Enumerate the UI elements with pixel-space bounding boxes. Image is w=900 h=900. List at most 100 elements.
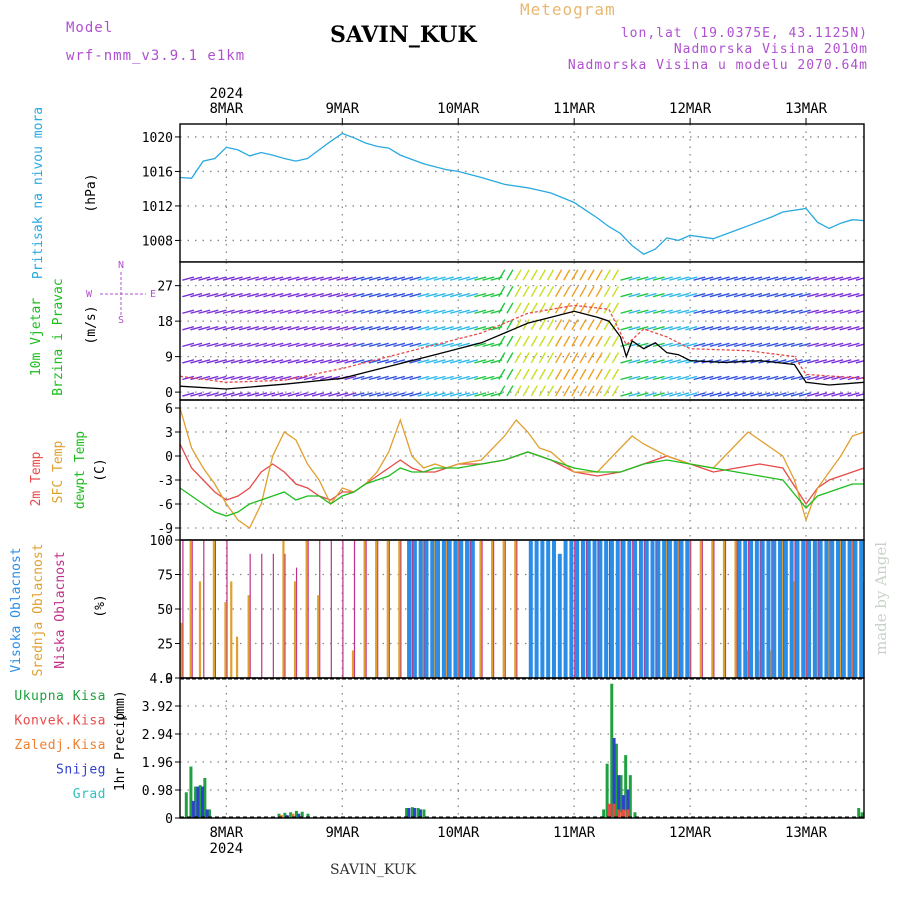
wind-barb xyxy=(717,309,730,314)
cloud-bar-low xyxy=(330,540,332,678)
precip-bar-conv xyxy=(621,809,625,818)
cloud-bar-low xyxy=(655,540,657,678)
wind-barb xyxy=(815,359,828,364)
wind-barb xyxy=(750,276,763,281)
wind-barb xyxy=(328,309,341,314)
wind-barb xyxy=(660,292,673,298)
cloud-bar-mid xyxy=(514,540,517,678)
wind-barb xyxy=(514,385,522,397)
wind-barb xyxy=(831,309,844,314)
wind-barb xyxy=(287,342,300,348)
wind-barb xyxy=(798,309,811,314)
wind-barb xyxy=(433,309,446,314)
x-tick-label-bottom: 9MAR xyxy=(325,825,359,841)
wind-barb xyxy=(725,375,738,381)
wind-barb xyxy=(855,343,864,348)
precip-bar-total xyxy=(198,785,202,818)
wind-barb xyxy=(831,359,844,364)
wind-barb xyxy=(636,292,649,298)
wind-barb xyxy=(433,292,446,298)
precip-legend-item: Grad xyxy=(73,787,106,802)
wind-barb xyxy=(766,326,779,331)
y-tick-label: 50 xyxy=(157,603,173,618)
wind-barb xyxy=(693,292,706,298)
cloud-bar-high xyxy=(824,540,829,678)
cloud-bar-high xyxy=(801,540,806,678)
wind-barb xyxy=(425,292,438,298)
wind-barb xyxy=(311,359,324,364)
wind-barb xyxy=(198,292,211,298)
wind-barb xyxy=(693,309,706,314)
wind-barb xyxy=(701,326,714,331)
wind-barb xyxy=(360,375,373,381)
series-line-wind-0 xyxy=(180,310,864,390)
wind-barb xyxy=(393,292,406,298)
wind-barb xyxy=(766,375,779,381)
wind-barb xyxy=(774,309,787,314)
cloud-bar-high xyxy=(836,540,841,678)
wind-barb xyxy=(717,375,730,381)
wind-barb xyxy=(571,368,579,380)
wind-barb xyxy=(725,392,738,397)
precip-bar-total xyxy=(628,775,632,818)
wind-barb xyxy=(611,302,620,314)
wind-barb xyxy=(798,326,811,331)
wind-barb xyxy=(198,326,211,331)
wind-barb xyxy=(611,269,620,281)
wind-barb xyxy=(498,319,506,331)
wind-barb xyxy=(546,269,555,281)
wind-barb xyxy=(222,342,235,348)
wind-barb xyxy=(328,359,341,364)
wind-barb xyxy=(831,326,844,331)
wind-barb xyxy=(360,326,373,331)
wind-barb xyxy=(498,385,506,397)
cloud-bar-high xyxy=(685,540,690,678)
precip-bar-total xyxy=(410,807,414,818)
wind-barb xyxy=(620,326,633,331)
wind-barb xyxy=(790,392,803,397)
wind-barb xyxy=(360,292,373,298)
wind-barb xyxy=(555,335,563,347)
wind-barb xyxy=(766,342,779,348)
cloud-bar-low xyxy=(608,540,611,678)
cloud-bar-low xyxy=(249,553,251,678)
cloud-bar-high xyxy=(789,540,794,678)
wind-barb xyxy=(206,375,219,381)
wind-barb xyxy=(441,392,454,397)
wind-barb xyxy=(295,276,308,281)
wind-barb xyxy=(466,276,479,281)
wind-barb xyxy=(198,392,211,397)
panel-temperature: -9 -6 -3 0 3 6 xyxy=(157,399,865,541)
wind-barb xyxy=(417,342,430,348)
wind-barb xyxy=(603,285,611,298)
wind-barb xyxy=(441,359,454,364)
y-tick-label: -6 xyxy=(157,498,173,513)
wind-barb xyxy=(449,292,462,298)
wind-barb xyxy=(441,292,454,298)
wind-barb xyxy=(782,392,795,397)
wind-barb xyxy=(725,309,738,314)
wind-barb xyxy=(538,352,546,364)
cloud-bar-high xyxy=(436,540,441,678)
wind-barb xyxy=(247,375,260,381)
wind-barb xyxy=(376,292,389,298)
cloud-bar-low xyxy=(713,540,715,678)
wind-barb xyxy=(798,276,811,281)
wind-barb xyxy=(855,360,864,364)
wind-barb xyxy=(482,276,495,281)
wind-barb xyxy=(425,392,438,397)
wind-barb xyxy=(303,326,316,331)
wind-barb xyxy=(669,292,682,298)
wind-barb xyxy=(190,326,203,331)
wind-barb xyxy=(417,359,430,364)
cloud-bar-low xyxy=(748,540,750,678)
cloud-bar-high xyxy=(865,540,869,678)
cloud-bar-low xyxy=(307,540,309,678)
wind-barb xyxy=(579,368,587,380)
wind-barb xyxy=(774,342,787,348)
wind-barb xyxy=(255,309,268,314)
wind-barb xyxy=(311,326,324,331)
wind-barb xyxy=(368,392,381,397)
wind-barb xyxy=(571,335,579,347)
cloud-bar-high xyxy=(453,540,458,678)
